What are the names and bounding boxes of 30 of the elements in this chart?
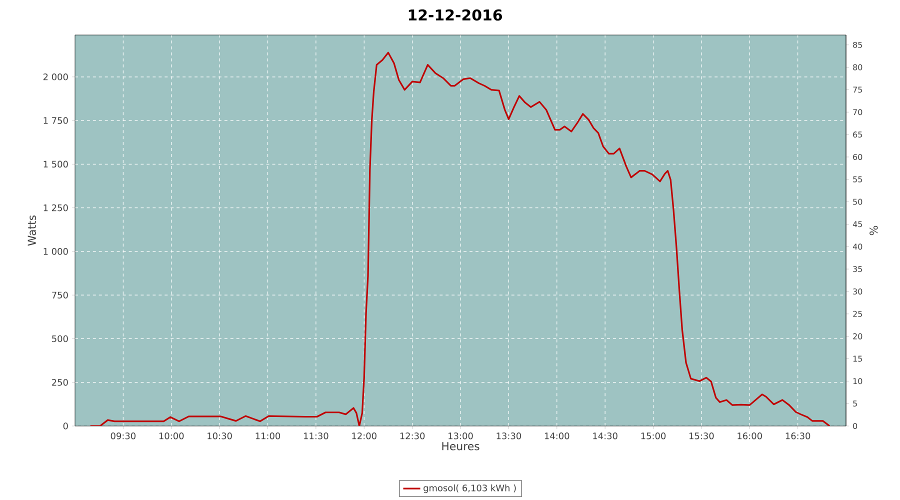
x-axis-title: Heures: [442, 442, 480, 450]
y-tick-label: 500: [52, 335, 68, 342]
legend-label: gmosol( 6,103 kWh ): [424, 484, 516, 494]
y-tick-label: 750: [52, 292, 68, 298]
chart-title: 12-12-2016: [408, 9, 502, 21]
y-tick-label: 2 000: [43, 74, 68, 80]
x-tick-label: 12:30: [400, 432, 425, 440]
line-series: [90, 52, 830, 426]
y-tick-label: 250: [52, 378, 68, 386]
x-tick-label: 16:30: [786, 432, 810, 440]
x-tick-label: 14:00: [544, 432, 570, 440]
x-tick-label: 16:00: [738, 432, 762, 440]
x-tick-label: 14:30: [593, 432, 618, 440]
x-tick-label: 12:00: [352, 432, 376, 440]
x-tick-label: 11:00: [256, 432, 280, 440]
x-tick-label: 09:30: [110, 432, 136, 440]
y-tick-label: 1 250: [44, 204, 68, 212]
x-tick-label: 11:30: [304, 432, 328, 440]
y-tick-label: 1 750: [44, 117, 68, 124]
x-tick-label: 10:00: [159, 432, 184, 440]
x-tick-label: 15:00: [641, 432, 666, 440]
x-tick-label: 13:30: [496, 432, 522, 440]
y-axis-title: Watts: [28, 215, 36, 246]
y-tick-label: 0: [63, 422, 68, 430]
y-tick-label: 1 500: [44, 160, 68, 168]
y-tick-label: 1 000: [44, 248, 68, 255]
x-tick-label: 13:00: [448, 432, 473, 440]
y2-axis-title: %: [870, 226, 878, 236]
x-tick-label: 10:30: [208, 432, 232, 440]
x-tick-label: 15:30: [690, 432, 714, 440]
